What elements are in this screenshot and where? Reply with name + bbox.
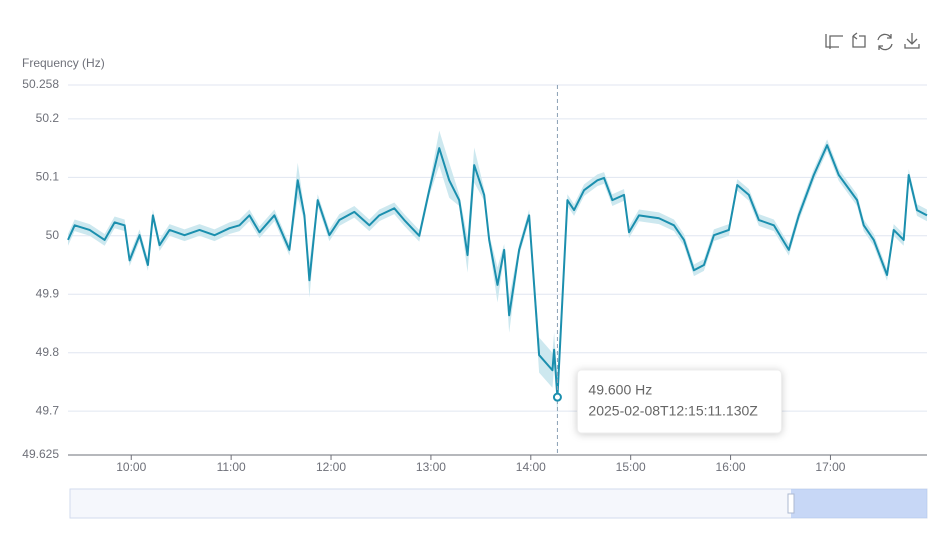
- zoom-window[interactable]: [791, 489, 927, 518]
- confidence-band: [68, 130, 927, 415]
- frequency-line: [67, 144, 928, 399]
- y-tick-label: 49.625: [22, 447, 59, 461]
- y-tick-label: 49.9: [36, 286, 60, 300]
- zoom-icon[interactable]: [825, 34, 843, 49]
- x-tick-label: 11:00: [217, 460, 246, 474]
- tooltip-time: 2025-02-08T12:15:11.130Z: [588, 403, 758, 419]
- y-tick-label: 49.8: [36, 345, 60, 359]
- y-tick-label: 50: [46, 228, 60, 242]
- download-icon[interactable]: [904, 33, 920, 49]
- x-tick-label: 15:00: [616, 460, 646, 474]
- x-tick-label: 12:00: [316, 460, 346, 474]
- tooltip-value: 49.600 Hz: [588, 382, 652, 398]
- data-zoom[interactable]: [69, 488, 928, 519]
- toolbox[interactable]: [825, 32, 920, 51]
- highlight-point: [552, 392, 562, 402]
- y-axis-label: Frequency (Hz): [22, 56, 105, 70]
- x-tick-label: 17:00: [815, 460, 845, 474]
- refresh-icon[interactable]: [877, 33, 893, 51]
- x-tick-label: 13:00: [416, 460, 446, 474]
- y-tick-label: 50.258: [22, 77, 59, 91]
- y-tick-label: 50.1: [36, 170, 60, 184]
- zoom-track[interactable]: [69, 488, 928, 519]
- x-tick-label: 14:00: [516, 460, 546, 474]
- restore-zoom-icon[interactable]: [852, 32, 866, 48]
- x-tick-label: 10:00: [116, 460, 146, 474]
- x-tick-label: 16:00: [716, 460, 746, 474]
- zoom-handle[interactable]: [787, 493, 795, 514]
- y-tick-label: 50.2: [36, 111, 60, 125]
- tooltip-box: [576, 369, 782, 434]
- y-tick-label: 49.7: [36, 403, 60, 417]
